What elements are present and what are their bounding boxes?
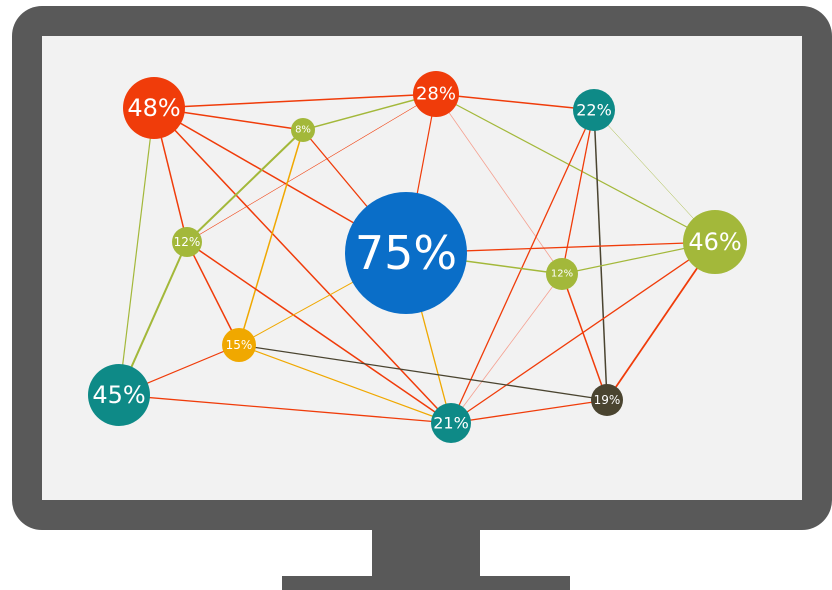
node-label: 46% xyxy=(688,228,741,256)
node-label: 75% xyxy=(355,226,457,280)
monitor-base xyxy=(282,576,570,590)
node-circle xyxy=(345,192,467,314)
node-label: 12% xyxy=(174,235,201,249)
node-circle xyxy=(222,328,256,362)
edge xyxy=(186,241,452,424)
node-circle xyxy=(291,118,315,142)
edge xyxy=(593,109,608,401)
edge xyxy=(153,107,452,424)
edge xyxy=(435,93,716,243)
edge xyxy=(450,273,563,424)
edge xyxy=(435,93,563,275)
edge xyxy=(238,344,608,401)
node-label: 48% xyxy=(127,94,180,122)
edge xyxy=(238,129,304,346)
edge xyxy=(186,241,240,346)
node-label: 28% xyxy=(416,84,456,105)
edge xyxy=(186,93,437,243)
node-circle xyxy=(88,364,150,426)
node-circle xyxy=(123,77,185,139)
node-label: 19% xyxy=(594,393,621,407)
edge xyxy=(153,93,437,109)
node-label: 12% xyxy=(551,269,573,280)
node-label: 21% xyxy=(433,414,469,433)
edge xyxy=(450,399,608,424)
edge xyxy=(118,107,155,396)
edge xyxy=(435,93,595,111)
edge xyxy=(238,344,452,424)
nodes: 48% 28% 22% 8% 12% 75% 46% 12% 15% 45% 21% 19% xyxy=(88,71,747,443)
edge xyxy=(186,129,304,243)
node-circle xyxy=(591,384,623,416)
node-label: 8% xyxy=(295,125,311,136)
node-label: 22% xyxy=(576,101,612,120)
node-circle xyxy=(573,89,615,131)
node-circle xyxy=(546,258,578,290)
node-circle xyxy=(413,71,459,117)
monitor-neck xyxy=(372,530,480,578)
node-circle xyxy=(683,210,747,274)
edge xyxy=(561,273,608,401)
node-circle xyxy=(431,403,471,443)
node-circle xyxy=(172,227,202,257)
node-label: 45% xyxy=(92,381,145,409)
node-label: 15% xyxy=(226,338,253,352)
edge xyxy=(118,394,452,424)
edge xyxy=(450,109,595,424)
